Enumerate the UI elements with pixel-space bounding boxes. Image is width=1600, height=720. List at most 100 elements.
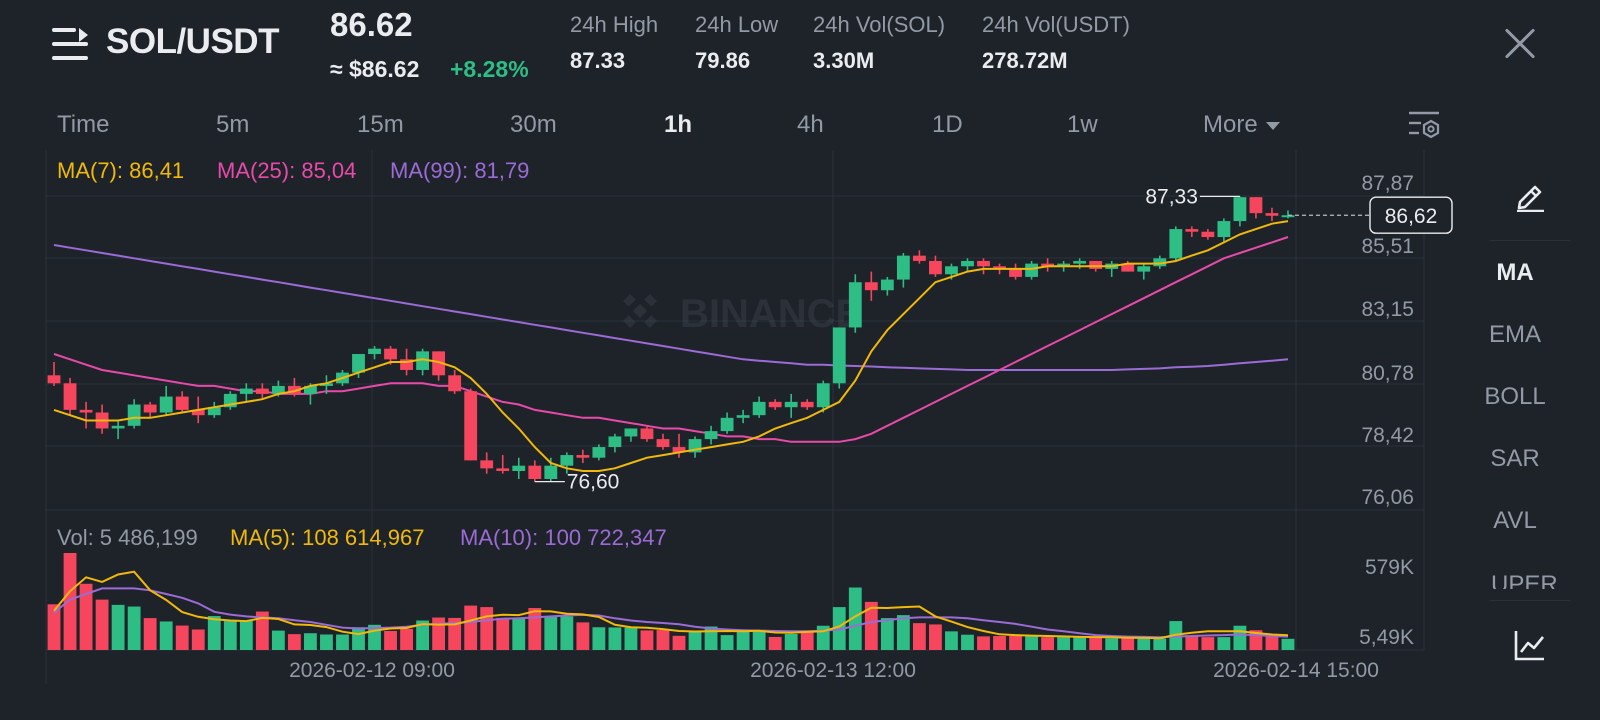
- volume-bar: [752, 630, 766, 650]
- candle-body: [768, 401, 782, 408]
- legend-vol: Vol: 5 486,199: [57, 525, 198, 550]
- last-price: 86.62: [330, 6, 413, 43]
- candle-body: [864, 282, 878, 291]
- chart-settings-icon[interactable]: [1407, 110, 1441, 142]
- close-icon[interactable]: [1502, 26, 1538, 62]
- price-tick-label: 78,42: [1361, 424, 1414, 447]
- candle-body: [1153, 258, 1167, 267]
- candle-body: [480, 460, 494, 469]
- candlestick-chart[interactable]: BINANCE 87,87 85,51 83,15 80,78 78,42 76,06 57…: [0, 150, 1460, 715]
- candle-body: [624, 428, 638, 437]
- time-tick-label: 2026-02-13 12:00: [750, 659, 916, 682]
- tab-15m[interactable]: 15m: [357, 111, 404, 138]
- indicator-ema[interactable]: EMA: [1488, 321, 1541, 348]
- caret-down-icon: [1265, 121, 1280, 130]
- volume-ma10-line: [53, 587, 1289, 639]
- candle-body: [1057, 263, 1071, 267]
- candle-body: [47, 375, 61, 384]
- indicator-avl[interactable]: AVL: [1493, 507, 1537, 534]
- candle-body: [368, 348, 381, 355]
- indicator-boll[interactable]: BOLL: [1484, 383, 1546, 410]
- volume-bar: [1233, 625, 1247, 650]
- candle-body: [159, 396, 173, 413]
- tab-1d[interactable]: 1D: [932, 111, 963, 138]
- volume-bar: [1089, 637, 1103, 650]
- candle-body: [1249, 197, 1263, 214]
- candle-body: [127, 404, 141, 426]
- candle-body: [384, 348, 397, 360]
- low-price-label: 76,60: [567, 471, 620, 494]
- stat-label-24h-vol-usdt: 24h Vol(USDT): [982, 12, 1130, 37]
- volume-bar: [993, 636, 1006, 650]
- indicator-super[interactable]: SUPER: [1490, 575, 1570, 589]
- volume-bar: [448, 617, 462, 650]
- tab-5m[interactable]: 5m: [216, 111, 250, 138]
- volume-bar: [929, 624, 942, 650]
- candle-body: [576, 455, 590, 458]
- volume-bar: [255, 611, 269, 650]
- time-tick-label: 2026-02-12 09:00: [289, 659, 455, 682]
- pair-name[interactable]: SOL/USDT: [106, 22, 279, 61]
- volume-bar: [207, 616, 221, 650]
- line-chart-icon[interactable]: [1513, 628, 1547, 662]
- price-tick-label: 83,15: [1361, 298, 1414, 321]
- volume-bar: [560, 616, 574, 650]
- volume-bar: [143, 618, 157, 650]
- candle-body: [1009, 268, 1022, 277]
- volume-bar: [784, 633, 798, 650]
- tab-1h[interactable]: 1h: [664, 111, 693, 138]
- candle-body: [111, 425, 125, 429]
- candle-body: [1089, 260, 1103, 269]
- volume-bar: [544, 616, 558, 650]
- volume-bar: [271, 630, 285, 650]
- candle-body: [800, 401, 814, 408]
- stat-label-24h-vol-sol: 24h Vol(SOL): [813, 12, 946, 37]
- volume-bar: [1281, 638, 1295, 650]
- volume-bar: [1153, 638, 1167, 650]
- candle-body: [704, 431, 718, 440]
- candles: [47, 196, 1295, 482]
- tab-time[interactable]: Time: [57, 111, 110, 138]
- candle-body: [191, 409, 205, 416]
- approx-usd-price: ≈ $86.62: [330, 56, 420, 82]
- stat-value-24h-vol-usdt: 278.72M: [982, 48, 1068, 73]
- price-tick-label: 87,87: [1361, 172, 1414, 195]
- candle-body: [1121, 263, 1135, 272]
- volume-bar: [1073, 637, 1087, 650]
- candle-body: [752, 401, 766, 416]
- tab-1w[interactable]: 1w: [1067, 111, 1098, 138]
- change-percent: +8.28%: [450, 56, 529, 82]
- tab-30m[interactable]: 30m: [510, 111, 557, 138]
- candle-body: [79, 409, 93, 413]
- pencil-draw-icon[interactable]: [1513, 178, 1547, 212]
- candle-body: [239, 388, 253, 394]
- candle-body: [880, 279, 894, 291]
- candle-body: [304, 385, 317, 394]
- volume-bar: [977, 636, 990, 650]
- volume-bar: [800, 631, 814, 650]
- volume-bar: [1057, 637, 1071, 650]
- candle-body: [608, 436, 622, 448]
- stat-value-24h-high: 87.33: [570, 48, 626, 73]
- tab-4h[interactable]: 4h: [797, 111, 824, 138]
- indicator-sar[interactable]: SAR: [1490, 445, 1540, 472]
- candle-body: [961, 260, 974, 267]
- volume-bar: [592, 627, 606, 650]
- ma25-line: [53, 236, 1289, 443]
- tab-more[interactable]: More: [1203, 111, 1280, 139]
- candle-body: [929, 260, 942, 275]
- candle-body: [1265, 213, 1279, 216]
- candle-body: [640, 428, 654, 440]
- volume-bar: [912, 623, 926, 650]
- volume-bar: [640, 630, 654, 650]
- candle-body: [1233, 197, 1247, 222]
- candle-body: [1169, 229, 1183, 259]
- indicator-ma[interactable]: MA: [1496, 259, 1534, 286]
- legend-ma99: MA(99): 81,79: [390, 158, 530, 183]
- volume-tick-label: 579K: [1365, 556, 1414, 579]
- menu-list-icon[interactable]: [52, 28, 88, 60]
- volume-bar: [848, 587, 862, 650]
- volume-bar: [384, 630, 397, 650]
- volume-bar: [1009, 635, 1022, 650]
- candle-body: [1201, 231, 1215, 238]
